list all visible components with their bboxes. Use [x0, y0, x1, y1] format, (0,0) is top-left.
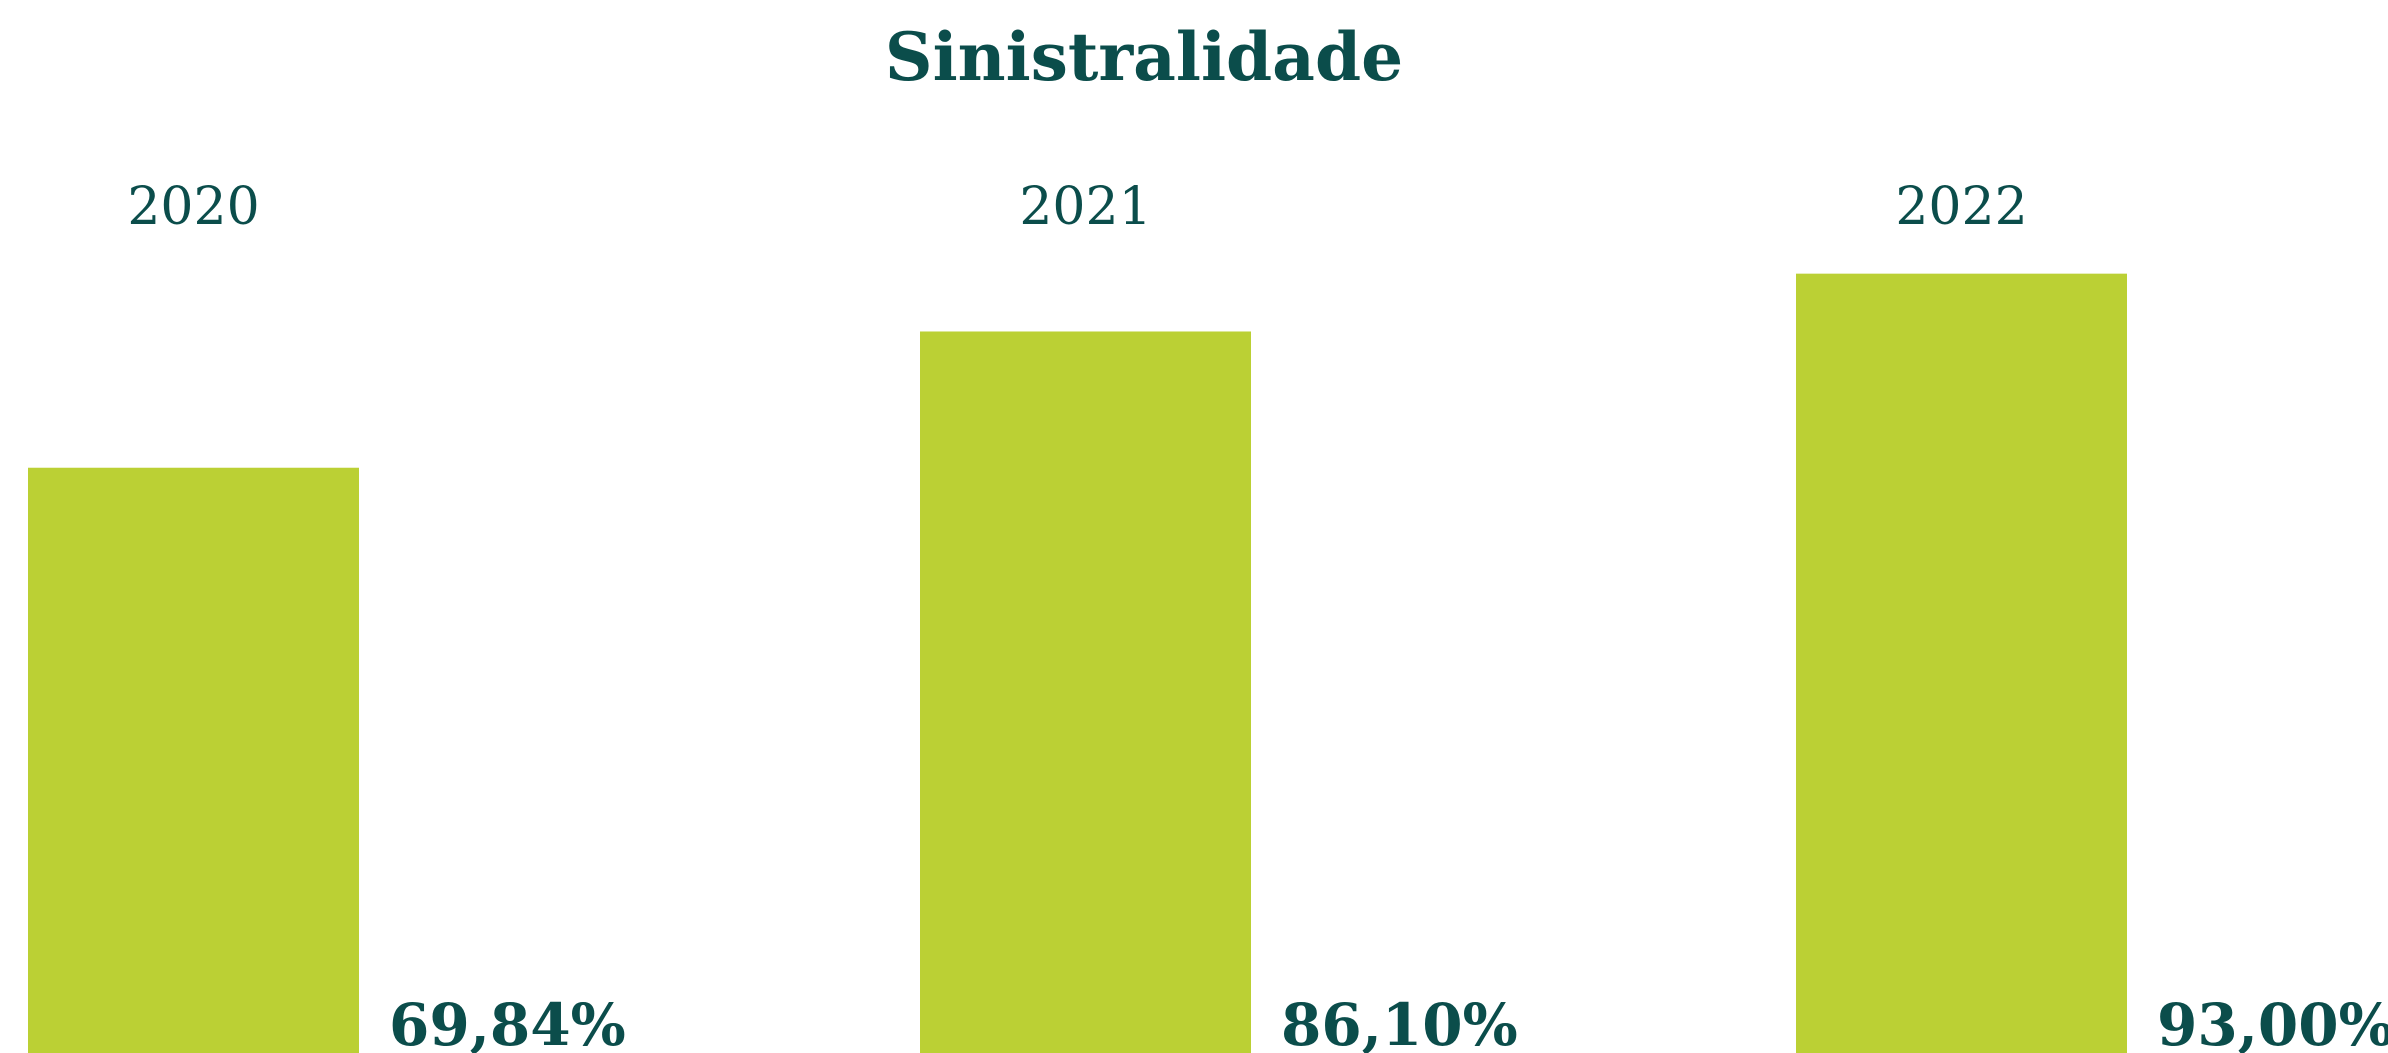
bar	[1796, 273, 2127, 1053]
bar	[28, 467, 359, 1053]
value-label: 86,10%	[1281, 991, 1518, 1053]
x-tick-label: 2022	[1895, 177, 2027, 237]
value-label: 93,00%	[2157, 991, 2388, 1053]
x-tick-label: 2021	[1019, 177, 1151, 237]
chart-title: Sinistralidade	[885, 18, 1403, 96]
bar	[920, 331, 1251, 1053]
x-tick-label: 2020	[127, 177, 259, 237]
value-label: 69,84%	[389, 991, 626, 1053]
